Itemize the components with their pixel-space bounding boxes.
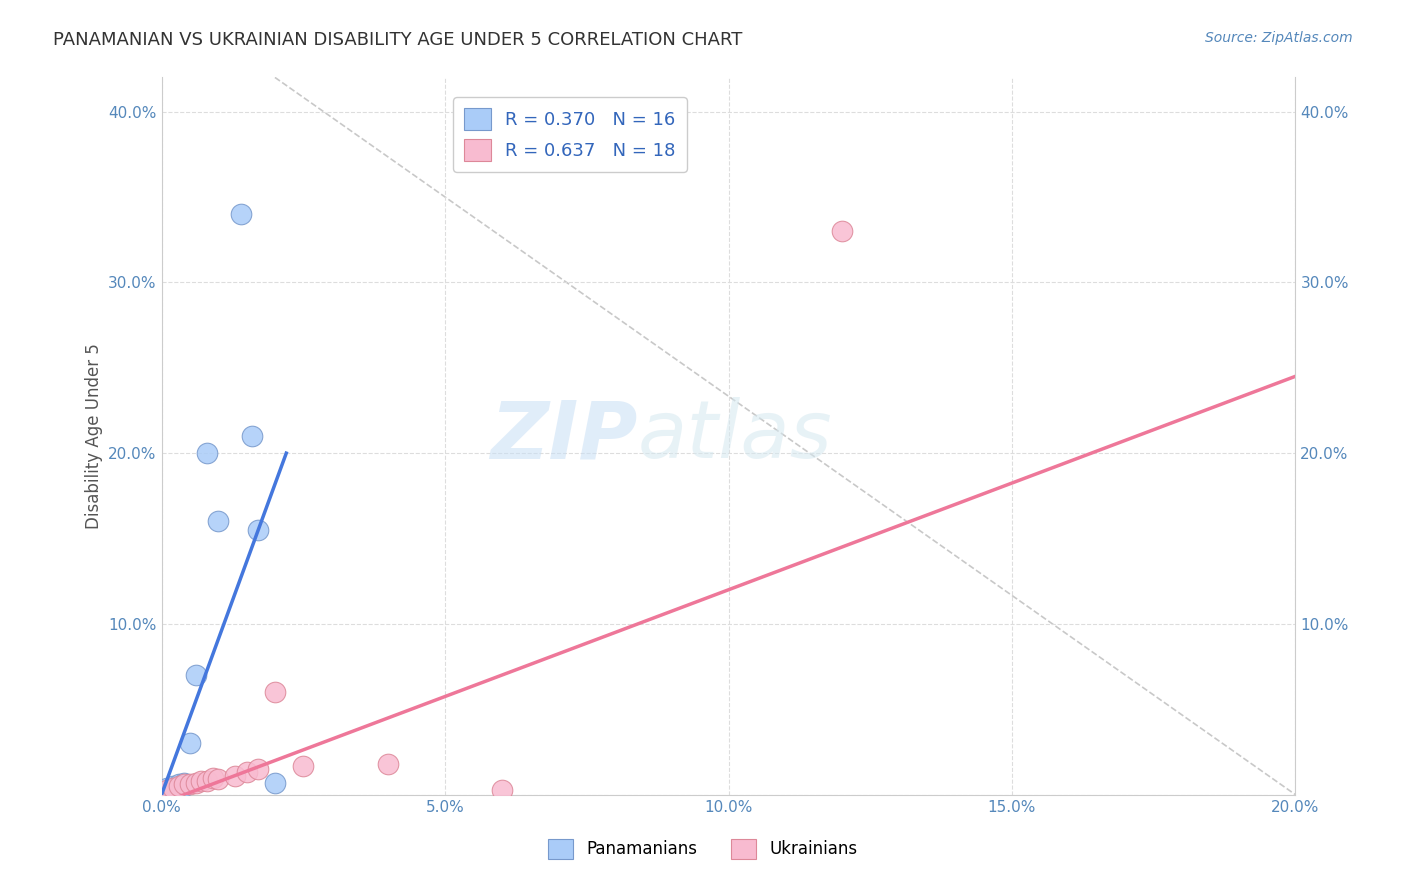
Point xyxy=(162,779,184,793)
Point xyxy=(156,780,179,795)
Point xyxy=(224,769,246,783)
Point xyxy=(292,758,315,772)
Point xyxy=(179,777,201,791)
Text: Source: ZipAtlas.com: Source: ZipAtlas.com xyxy=(1205,31,1353,45)
Point xyxy=(195,774,218,789)
Point xyxy=(173,776,195,790)
Point xyxy=(167,777,190,791)
Point xyxy=(184,668,207,682)
Point xyxy=(831,224,853,238)
Point xyxy=(173,779,195,793)
Point xyxy=(156,784,179,798)
Point xyxy=(162,780,184,795)
Point xyxy=(235,765,257,780)
Point xyxy=(207,515,229,529)
Point xyxy=(167,780,190,795)
Point xyxy=(246,762,269,776)
Point xyxy=(179,736,201,750)
Point xyxy=(184,776,207,790)
Point xyxy=(156,782,179,797)
Point xyxy=(195,446,218,460)
Text: atlas: atlas xyxy=(638,397,832,475)
Point xyxy=(246,523,269,537)
Point xyxy=(377,756,399,771)
Point xyxy=(201,771,224,785)
Text: PANAMANIAN VS UKRAINIAN DISABILITY AGE UNDER 5 CORRELATION CHART: PANAMANIAN VS UKRAINIAN DISABILITY AGE U… xyxy=(53,31,742,49)
Point xyxy=(264,776,287,790)
Legend: Panamanians, Ukrainians: Panamanians, Ukrainians xyxy=(541,832,865,866)
Y-axis label: Disability Age Under 5: Disability Age Under 5 xyxy=(86,343,103,529)
Point xyxy=(240,429,263,443)
Point xyxy=(167,779,190,793)
Point xyxy=(207,772,229,787)
Legend: R = 0.370   N = 16, R = 0.637   N = 18: R = 0.370 N = 16, R = 0.637 N = 18 xyxy=(453,97,686,172)
Point xyxy=(264,685,287,699)
Point xyxy=(173,777,195,791)
Point xyxy=(491,782,513,797)
Point xyxy=(229,207,252,221)
Point xyxy=(190,774,212,789)
Point xyxy=(162,782,184,797)
Text: ZIP: ZIP xyxy=(491,397,638,475)
